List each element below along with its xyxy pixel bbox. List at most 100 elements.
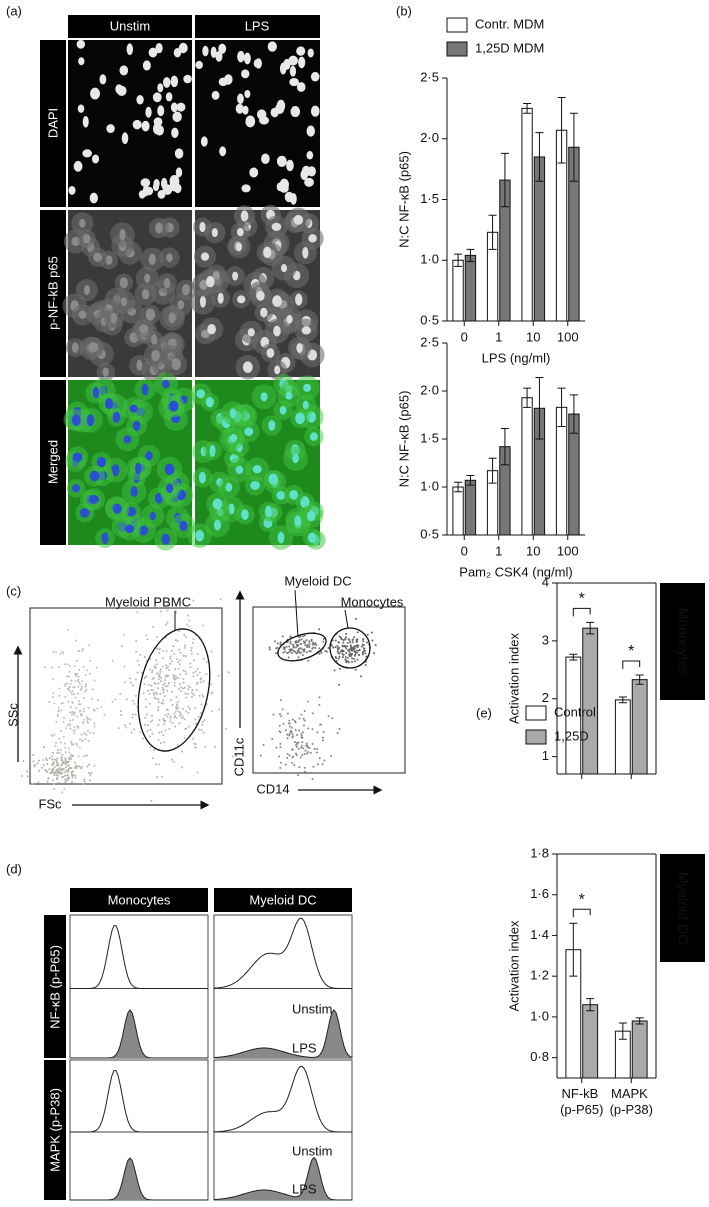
event <box>83 778 86 781</box>
event <box>25 770 28 773</box>
event <box>77 685 80 688</box>
event <box>52 692 55 695</box>
nucleus <box>142 60 151 71</box>
event <box>275 746 278 749</box>
bar <box>464 479 477 536</box>
event <box>282 722 285 725</box>
event <box>66 675 69 678</box>
event <box>198 671 201 674</box>
gate-label: Myeloid DC <box>284 573 351 588</box>
event <box>310 638 313 641</box>
nucleus <box>249 167 259 178</box>
event <box>202 731 205 734</box>
event <box>61 791 64 794</box>
event <box>205 660 208 663</box>
event <box>156 776 159 779</box>
event <box>65 779 68 782</box>
event <box>344 658 347 661</box>
event <box>201 721 204 724</box>
event <box>279 641 282 644</box>
event <box>50 770 53 773</box>
event <box>184 644 187 647</box>
y-tick-label: 2·5 <box>420 334 439 349</box>
nucleus <box>240 210 249 222</box>
event <box>95 666 98 669</box>
event <box>147 724 150 727</box>
event <box>143 683 146 686</box>
event <box>196 653 199 656</box>
lps-histogram <box>70 1009 208 1059</box>
event <box>162 691 165 694</box>
event <box>78 738 81 741</box>
event <box>193 659 196 662</box>
event <box>190 691 193 694</box>
significance-bracket <box>572 607 591 617</box>
event <box>66 663 69 666</box>
event <box>151 719 154 722</box>
error-bar <box>586 621 595 635</box>
significance-bracket <box>622 660 641 670</box>
event <box>374 644 377 647</box>
nucleus <box>276 99 286 112</box>
event <box>309 751 312 754</box>
nucleus <box>241 69 250 79</box>
axis-label: CD11c <box>231 737 246 776</box>
error-bar <box>500 152 509 208</box>
event <box>69 682 72 685</box>
event <box>293 720 296 723</box>
event <box>86 754 89 757</box>
event <box>32 760 35 763</box>
event <box>307 700 310 703</box>
event <box>82 782 85 785</box>
event <box>63 684 66 687</box>
nucleus <box>99 74 107 85</box>
event <box>81 713 84 716</box>
event <box>170 649 173 652</box>
nucleus <box>82 233 91 244</box>
event <box>155 691 158 694</box>
event <box>123 681 126 684</box>
hist-label: Unstim <box>292 1001 332 1016</box>
event <box>342 639 345 642</box>
event <box>53 733 56 736</box>
event <box>169 655 172 658</box>
row-box <box>40 210 66 377</box>
nucleus <box>199 295 206 308</box>
event <box>80 687 83 690</box>
event <box>74 765 77 768</box>
event <box>52 763 55 766</box>
event <box>123 633 126 636</box>
nucleus <box>300 169 308 181</box>
nucleus <box>148 47 158 58</box>
event <box>347 649 350 652</box>
event <box>158 675 161 678</box>
event <box>87 721 90 724</box>
event <box>84 674 87 677</box>
event <box>187 685 190 688</box>
event <box>327 647 330 650</box>
nucleus <box>309 432 318 441</box>
y-tick-label: 2·0 <box>420 130 439 145</box>
event <box>155 697 158 700</box>
event <box>166 621 169 624</box>
event <box>55 721 58 724</box>
side-label: Myeloid DC <box>675 872 691 944</box>
event <box>175 675 178 678</box>
event <box>197 715 200 718</box>
event <box>70 679 73 682</box>
error-bar <box>466 248 475 262</box>
event <box>313 748 316 751</box>
histogram-frame <box>213 1059 353 1201</box>
row-label: Merged <box>45 440 60 484</box>
nucleus <box>237 93 244 105</box>
event <box>80 685 83 688</box>
event <box>183 634 186 637</box>
event <box>157 674 160 677</box>
event <box>70 754 73 757</box>
event <box>130 731 133 734</box>
event <box>153 693 156 696</box>
event <box>159 668 162 671</box>
event <box>361 653 364 656</box>
nucleus <box>132 119 142 130</box>
event <box>355 649 358 652</box>
